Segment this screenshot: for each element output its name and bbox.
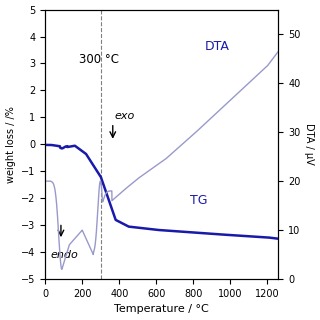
Text: DTA: DTA (204, 40, 229, 53)
Y-axis label: weight loss / /%: weight loss / /% (5, 106, 16, 183)
Y-axis label: DTA / μV: DTA / μV (304, 124, 315, 165)
Text: 300 °C: 300 °C (79, 53, 119, 67)
Text: TG: TG (190, 194, 207, 207)
X-axis label: Temperature / °C: Temperature / °C (115, 304, 209, 315)
Text: exo: exo (115, 111, 135, 122)
Text: endo: endo (51, 250, 78, 260)
